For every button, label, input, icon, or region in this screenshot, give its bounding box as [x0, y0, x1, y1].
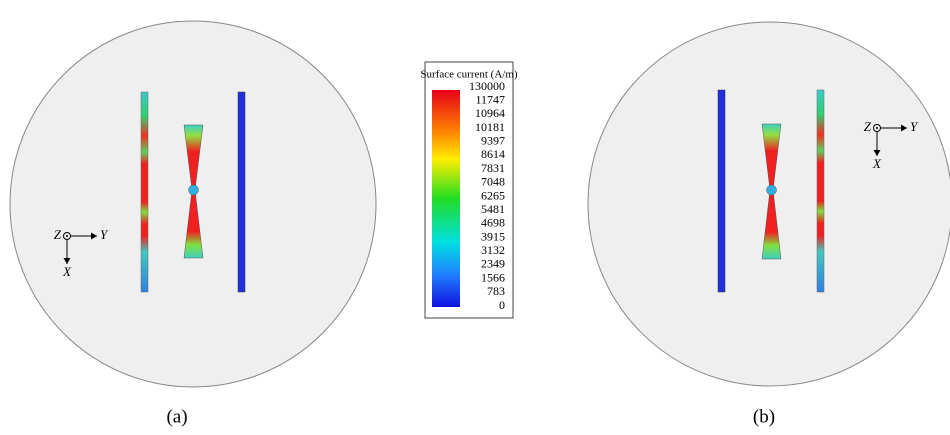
parasitic-strip	[238, 92, 245, 292]
parasitic-strip	[817, 90, 824, 292]
axis-label: X	[872, 156, 882, 171]
scale-label: 10964	[475, 106, 505, 120]
scale-label: 10181	[475, 120, 505, 134]
scale-label: 130000	[469, 79, 505, 93]
axis-label: Z	[54, 227, 62, 242]
scale-label: 0	[499, 298, 505, 312]
scale-label: 5481	[481, 202, 505, 216]
scale-label: 6265	[481, 188, 505, 202]
scale-label: 3132	[481, 243, 505, 257]
scale-label: 783	[487, 284, 505, 298]
scale-label: 4698	[481, 216, 505, 230]
feed	[767, 185, 777, 195]
scale-label: 11747	[475, 92, 505, 106]
feed	[189, 185, 199, 195]
axis-origin-dot	[66, 235, 68, 237]
parasitic-strip	[141, 92, 148, 292]
caption: (b)	[753, 406, 775, 427]
scale-label: 2349	[481, 257, 505, 271]
scale-label: 7048	[481, 175, 505, 189]
figure: Surface current (A/m) 130000117471096410…	[0, 0, 950, 435]
scale-label: 7831	[481, 161, 505, 175]
scale-label: 9397	[481, 134, 505, 148]
caption: (a)	[166, 406, 187, 427]
scale-label: 1566	[481, 270, 505, 284]
scale-label: 8614	[481, 147, 505, 161]
axis-label: X	[62, 264, 72, 279]
parasitic-strip	[718, 90, 725, 292]
axis-origin-dot	[876, 127, 878, 129]
color-scale	[432, 90, 460, 307]
scale-label: 3915	[481, 229, 505, 243]
axis-label: Z	[864, 119, 872, 134]
